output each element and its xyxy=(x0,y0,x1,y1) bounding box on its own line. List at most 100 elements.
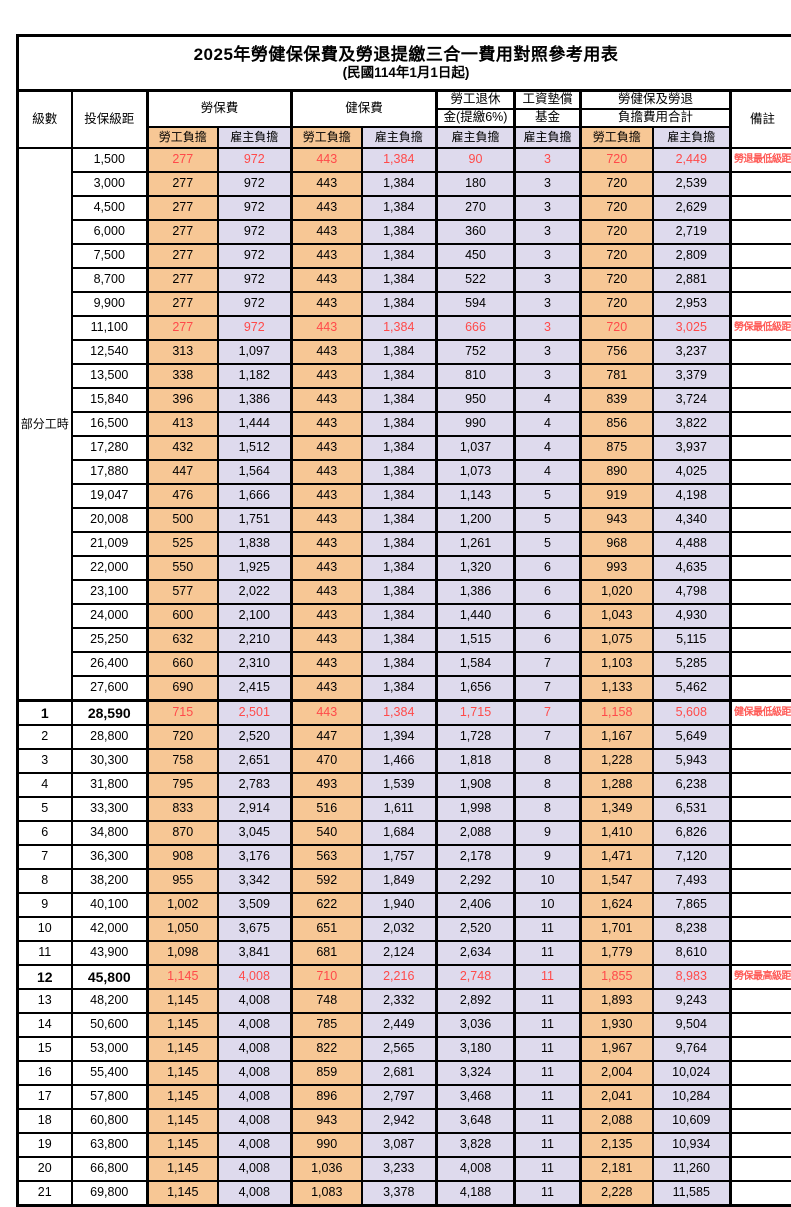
cell-fee: 4,025 xyxy=(653,460,731,484)
cell-bracket: 4,500 xyxy=(72,196,148,220)
cell-remark xyxy=(731,508,791,532)
cell-fee: 1,656 xyxy=(437,676,515,701)
cell-fee: 476 xyxy=(148,484,218,508)
cell-bracket: 25,250 xyxy=(72,628,148,652)
cell-level: 10 xyxy=(18,917,72,941)
cell-fee: 681 xyxy=(292,941,362,965)
cell-fee: 11 xyxy=(515,989,581,1013)
cell-fee: 6,531 xyxy=(653,797,731,821)
cell-fee: 3,378 xyxy=(362,1181,437,1206)
cell-fee: 443 xyxy=(292,580,362,604)
cell-bracket: 17,280 xyxy=(72,436,148,460)
cell-fee: 1,043 xyxy=(581,604,653,628)
cell-bracket: 53,000 xyxy=(72,1037,148,1061)
cell-fee: 540 xyxy=(292,821,362,845)
cell-fee: 972 xyxy=(218,196,292,220)
subheader-health-employee: 勞工負擔 xyxy=(292,127,362,148)
cell-fee: 443 xyxy=(292,484,362,508)
cell-fee: 11 xyxy=(515,1133,581,1157)
cell-fee: 592 xyxy=(292,869,362,893)
cell-fee: 720 xyxy=(581,292,653,316)
cell-fee: 443 xyxy=(292,701,362,726)
cell-fee: 6,238 xyxy=(653,773,731,797)
col-header-wage-fund-line1: 工資墊償 xyxy=(515,91,581,110)
cell-fee: 3 xyxy=(515,172,581,196)
cell-remark: 勞保最高級距 xyxy=(731,965,791,989)
cell-fee: 4,340 xyxy=(653,508,731,532)
cell-level: 18 xyxy=(18,1109,72,1133)
cell-fee: 443 xyxy=(292,244,362,268)
cell-remark xyxy=(731,244,791,268)
cell-fee: 972 xyxy=(218,244,292,268)
cell-fee: 3,324 xyxy=(437,1061,515,1085)
cell-fee: 7 xyxy=(515,652,581,676)
title-row: 2025年勞健保保費及勞退提繳三合一費用對照參考用表 (民國114年1月1日起) xyxy=(18,36,791,91)
cell-fee: 5 xyxy=(515,508,581,532)
cell-fee: 720 xyxy=(581,172,653,196)
cell-bracket: 7,500 xyxy=(72,244,148,268)
cell-fee: 720 xyxy=(581,268,653,292)
cell-fee: 180 xyxy=(437,172,515,196)
cell-fee: 2,310 xyxy=(218,652,292,676)
cell-fee: 2,100 xyxy=(218,604,292,628)
cell-fee: 277 xyxy=(148,292,218,316)
cell-fee: 1,728 xyxy=(437,725,515,749)
cell-fee: 8 xyxy=(515,797,581,821)
cell-fee: 1,145 xyxy=(148,1037,218,1061)
cell-fee: 9 xyxy=(515,821,581,845)
cell-bracket: 3,000 xyxy=(72,172,148,196)
cell-fee: 443 xyxy=(292,148,362,172)
header-row-1: 級數 投保級距 勞保費 健保費 勞工退休 工資墊償 勞健保及勞退 備註 xyxy=(18,91,791,110)
cell-fee: 1,908 xyxy=(437,773,515,797)
cell-fee: 2,228 xyxy=(581,1181,653,1206)
cell-fee: 943 xyxy=(292,1109,362,1133)
cell-fee: 1,386 xyxy=(218,388,292,412)
cell-remark xyxy=(731,725,791,749)
cell-fee: 950 xyxy=(437,388,515,412)
cell-bracket: 69,800 xyxy=(72,1181,148,1206)
cell-remark xyxy=(731,652,791,676)
cell-fee: 1,384 xyxy=(362,268,437,292)
cell-fee: 3,045 xyxy=(218,821,292,845)
cell-fee: 710 xyxy=(292,965,362,989)
cell-fee: 972 xyxy=(218,316,292,340)
cell-fee: 1,167 xyxy=(581,725,653,749)
cell-remark xyxy=(731,1085,791,1109)
cell-fee: 7 xyxy=(515,701,581,726)
cell-fee: 7 xyxy=(515,676,581,701)
cell-level: 3 xyxy=(18,749,72,773)
cell-fee: 1,288 xyxy=(581,773,653,797)
cell-bracket: 45,800 xyxy=(72,965,148,989)
cell-fee: 5,115 xyxy=(653,628,731,652)
cell-fee: 443 xyxy=(292,340,362,364)
cell-fee: 990 xyxy=(437,412,515,436)
cell-fee: 2,501 xyxy=(218,701,292,726)
cell-fee: 277 xyxy=(148,220,218,244)
cell-fee: 11 xyxy=(515,1181,581,1206)
cell-fee: 270 xyxy=(437,196,515,220)
cell-bracket: 26,400 xyxy=(72,652,148,676)
cell-fee: 10 xyxy=(515,893,581,917)
cell-fee: 1,182 xyxy=(218,364,292,388)
cell-level: 19 xyxy=(18,1133,72,1157)
cell-remark xyxy=(731,869,791,893)
cell-fee: 5,285 xyxy=(653,652,731,676)
cell-fee: 1,384 xyxy=(362,340,437,364)
cell-fee: 1,394 xyxy=(362,725,437,749)
cell-fee: 3 xyxy=(515,292,581,316)
cell-fee: 2,041 xyxy=(581,1085,653,1109)
cell-fee: 443 xyxy=(292,460,362,484)
cell-fee: 720 xyxy=(581,220,653,244)
cell-fee: 3,180 xyxy=(437,1037,515,1061)
cell-level: 13 xyxy=(18,989,72,1013)
